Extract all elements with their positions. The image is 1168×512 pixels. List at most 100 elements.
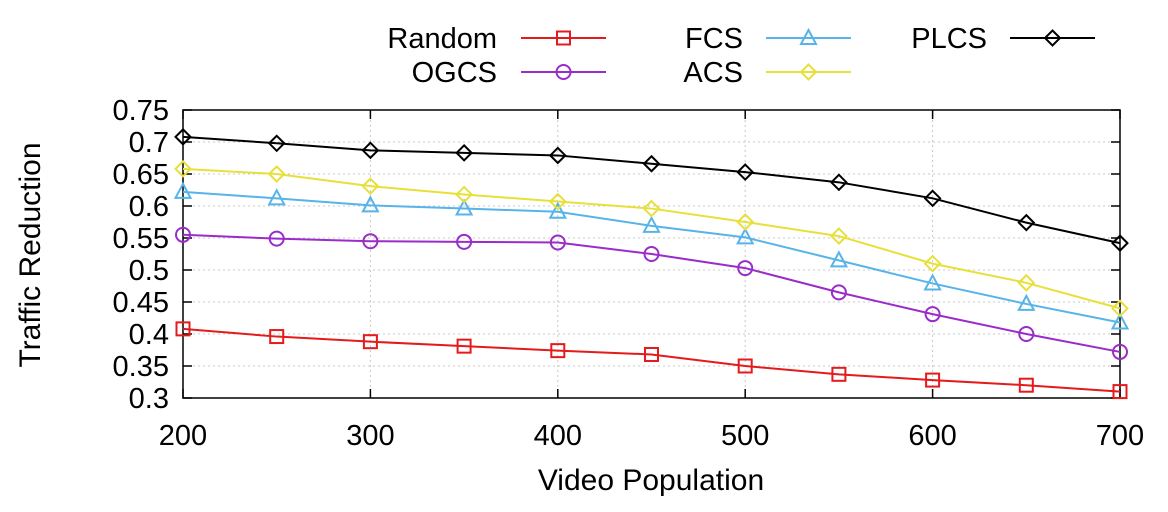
data-point-plcs [361, 141, 380, 160]
data-point-plcs [736, 163, 755, 181]
x-tick-label: 400 [534, 420, 582, 452]
legend-label: OGCS [412, 57, 497, 89]
y-tick-label: 0.5 [129, 255, 169, 287]
x-tick-label: 700 [1096, 420, 1144, 452]
data-point-ogcs [549, 234, 566, 251]
series-ogcs [175, 226, 1128, 360]
data-point-acs [174, 159, 192, 178]
data-point-fcs [548, 201, 567, 219]
y-tick-label: 0.65 [113, 159, 169, 191]
series-fcs [173, 181, 1130, 330]
legend-marker [799, 27, 818, 45]
data-point-fcs [923, 273, 942, 291]
y-axis-label: Traffic Reduction [14, 142, 47, 367]
data-point-random [831, 366, 847, 382]
data-point-fcs [736, 227, 755, 245]
data-point-plcs [1017, 213, 1036, 232]
data-point-fcs [1017, 293, 1036, 311]
data-point-ogcs [830, 284, 847, 301]
data-point-fcs [829, 250, 849, 268]
legend-label: FCS [685, 23, 743, 55]
y-tick-label: 0.6 [129, 191, 169, 223]
legend-entry-fcs: FCS [685, 23, 851, 55]
legend-marker [555, 64, 572, 80]
data-point-fcs [173, 181, 193, 199]
series-random [175, 321, 1128, 400]
legend-marker [556, 30, 571, 46]
series-line-plcs [182, 135, 1121, 245]
data-point-plcs [642, 154, 661, 173]
legend-entry-random: Random [387, 23, 606, 55]
data-point-plcs [174, 127, 192, 146]
y-tick-label: 0.35 [113, 351, 169, 383]
data-point-ogcs [362, 233, 379, 250]
data-point-random [1018, 377, 1034, 393]
data-point-ogcs [737, 260, 754, 277]
x-tick-label: 600 [908, 420, 956, 452]
data-point-ogcs [1112, 343, 1128, 360]
data-point-fcs [361, 195, 380, 213]
data-point-ogcs [1018, 326, 1035, 342]
y-tick-label: 0.4 [129, 319, 169, 351]
data-point-acs [361, 177, 380, 196]
data-point-ogcs [175, 226, 191, 243]
y-tick-label: 0.45 [113, 287, 169, 319]
data-point-acs [736, 213, 755, 231]
y-tick-label: 0.7 [129, 127, 169, 159]
y-tick-label: 0.75 [113, 95, 169, 127]
data-point-random [456, 338, 472, 354]
data-point-random [362, 334, 378, 350]
x-tick-label: 200 [159, 420, 207, 452]
data-point-ogcs [456, 233, 473, 250]
data-point-random [737, 358, 753, 374]
data-point-ogcs [924, 306, 941, 323]
data-point-ogcs [268, 230, 285, 247]
series-plcs [174, 127, 1129, 253]
data-point-random [269, 329, 285, 345]
data-point-acs [923, 254, 942, 273]
data-point-acs [1017, 273, 1036, 292]
legend-label: PLCS [911, 23, 987, 55]
data-point-acs [1111, 299, 1129, 318]
series-acs [174, 159, 1129, 318]
data-point-random [175, 321, 191, 337]
legend-entry-ogcs: OGCS [412, 57, 606, 89]
data-point-random [1112, 384, 1128, 400]
data-point-plcs [548, 146, 567, 165]
series-line-random [182, 327, 1121, 393]
axis-ticks: 0.30.350.40.450.50.550.60.650.70.75 200 30… [113, 95, 1145, 452]
legend-entry-plcs: PLCS [911, 23, 1095, 55]
x-tick-label: 300 [346, 420, 394, 452]
series-line-acs [182, 167, 1121, 310]
plot-frame [182, 109, 1121, 399]
series-line-fcs [182, 190, 1121, 324]
data-point-fcs [1110, 312, 1130, 330]
y-tick-label: 0.3 [129, 383, 169, 415]
data-point-fcs [454, 198, 474, 216]
data-point-plcs [455, 143, 474, 162]
y-tick-label: 0.55 [113, 223, 169, 255]
data-point-acs [548, 192, 567, 211]
data-point-acs [829, 227, 848, 245]
data-point-random [925, 372, 941, 388]
data-point-plcs [1111, 234, 1129, 253]
data-point-random [550, 343, 566, 359]
x-axis-label: Video Population [538, 464, 764, 497]
legend-marker [1043, 29, 1062, 47]
data-point-acs [642, 199, 661, 218]
data-point-acs [267, 165, 286, 183]
legend-label: Random [387, 23, 497, 55]
data-point-plcs [923, 189, 942, 208]
series-lines [173, 127, 1130, 400]
legend-label: ACS [683, 57, 743, 89]
data-point-ogcs [643, 246, 660, 262]
data-point-plcs [267, 134, 286, 153]
data-point-acs [455, 185, 474, 204]
data-point-fcs [642, 215, 661, 233]
data-point-fcs [267, 188, 286, 206]
legend-marker [799, 63, 818, 81]
data-point-random [644, 346, 659, 362]
x-tick-label: 500 [721, 420, 769, 452]
